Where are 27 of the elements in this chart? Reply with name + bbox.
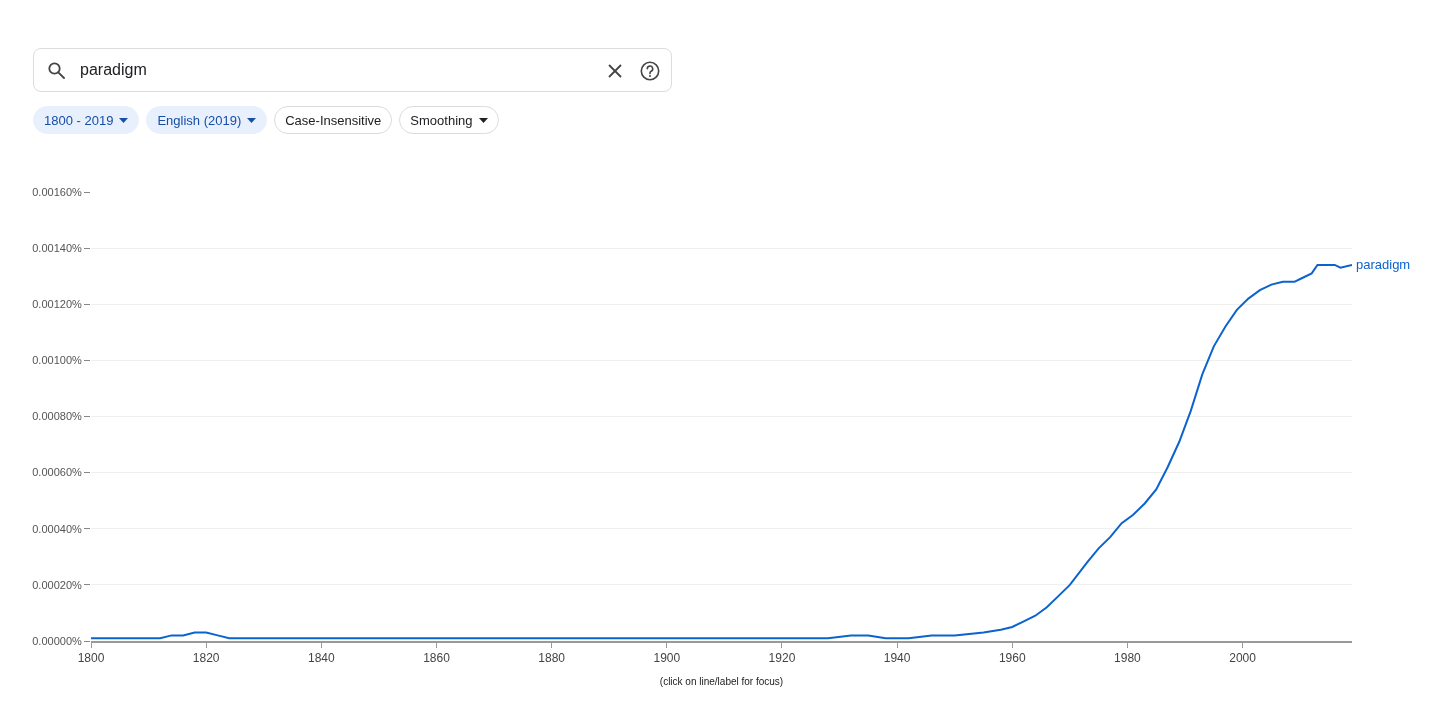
x-tick-label: 1960 [998, 651, 1026, 666]
x-tick-label: 1920 [768, 651, 796, 666]
search-field: paradigm [33, 48, 672, 92]
y-tick-label: 0.00020% [32, 578, 83, 591]
x-tick-label: 1880 [538, 651, 566, 666]
toggle-chip: Case-Insensitive [274, 106, 393, 134]
x-tick-label: 1860 [423, 651, 451, 666]
x-tick-label: 1820 [192, 651, 220, 666]
series-label: paradigm [1356, 257, 1411, 272]
y-tick-label: 0.00060% [32, 466, 83, 479]
dropdown-chip: 1800 - 2019 [33, 106, 140, 134]
y-tick-label: 0.00100% [32, 354, 83, 367]
y-tick-label: 0.00120% [32, 298, 83, 311]
x-tick-label: 1800 [77, 651, 105, 666]
y-tick-label: 0.00160% [32, 185, 83, 198]
x-tick-label: 2000 [1229, 651, 1257, 666]
y-tick-label: 0.00040% [32, 522, 83, 535]
x-tick-label: 1980 [1114, 651, 1142, 666]
x-tick-label: 1840 [307, 651, 335, 666]
y-tick-label: 0.00000% [32, 634, 83, 647]
x-tick-label: 1940 [883, 651, 911, 666]
dropdown-chip: Smoothing [399, 106, 499, 134]
x-axis-title: (click on line/label for focus) [659, 676, 784, 688]
y-tick-label: 0.00080% [32, 410, 83, 423]
y-tick-label: 0.00140% [32, 241, 83, 254]
x-tick-label: 1900 [653, 651, 681, 666]
dropdown-chip: English (2019) [146, 106, 268, 134]
